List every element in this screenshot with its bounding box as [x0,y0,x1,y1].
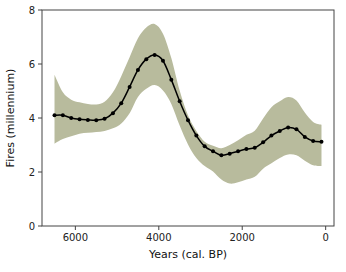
y-tick [38,64,42,65]
marker [186,118,190,122]
marker [286,125,290,129]
marker [278,129,282,133]
plot-area [53,24,324,184]
x-tick-label: 4000 [146,232,171,243]
x-tick [158,226,159,230]
y-tick [38,226,42,227]
y-axis-label: Fires (millennium) [4,69,17,168]
marker [144,57,148,61]
marker [269,134,273,138]
y-tick [38,10,42,11]
x-tick [242,226,243,230]
marker [53,113,57,117]
confidence-band [55,24,322,184]
marker [253,146,257,150]
marker [303,135,307,139]
marker [228,152,232,156]
y-tick-label: 0 [29,221,35,232]
marker [236,149,240,153]
marker [219,153,223,157]
marker [119,101,123,105]
marker [86,118,90,122]
marker [111,111,115,115]
marker [261,140,265,144]
y-tick-label: 6 [29,59,35,70]
marker [211,149,215,153]
y-tick [38,118,42,119]
x-tick-label: 2000 [230,232,255,243]
x-tick [325,226,326,230]
y-tick-label: 2 [29,167,35,178]
marker [69,116,73,120]
marker [128,85,132,89]
chart: 6000 4000 2000 0 0 2 4 6 8 Years (cal. BP) Fires (… [0,0,346,272]
marker [244,147,248,151]
y-tick-label: 8 [29,5,35,16]
x-tick [75,226,76,230]
marker [203,144,207,148]
mean-line [55,55,322,155]
marker [94,118,98,122]
marker [319,140,323,144]
x-tick-label: 0 [322,232,328,243]
marker [153,53,157,57]
marker [194,134,198,138]
marker [294,127,298,131]
marker [78,117,82,121]
marker [178,99,182,103]
marker [136,68,140,72]
plot-frame [42,10,334,226]
x-axis-label: Years (cal. BP) [148,248,227,261]
y-tick [38,172,42,173]
marker [103,117,107,121]
marker [169,78,173,82]
y-tick-label: 4 [29,113,35,124]
marker [61,113,65,117]
marker [161,59,165,63]
marker [311,139,315,143]
x-tick-label: 6000 [63,232,88,243]
